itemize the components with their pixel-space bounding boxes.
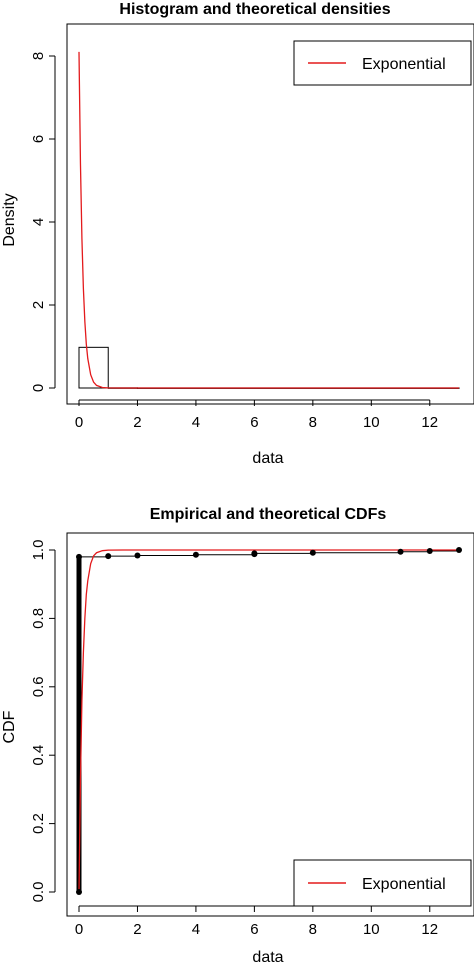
y-tick-label: 6 [30,135,47,143]
x-axis-label: data [252,949,283,966]
y-tick-label: 4 [30,218,47,226]
y-tick-label: 0.4 [30,745,47,766]
x-tick-label: 0 [75,414,83,431]
ecdf-point [192,551,199,558]
ecdf-point [456,547,462,553]
ecdf-point [251,550,258,557]
y-tick-label: 0.0 [30,882,47,903]
ecdf-point [134,552,141,559]
x-axis: 0 2 4 6 8 10 12 [75,905,438,938]
y-axis: 0 2 4 6 8 [30,52,56,392]
y-tick-label: 0.6 [30,676,47,697]
y-tick-label: 2 [30,301,47,309]
y-axis-label: Density [1,193,18,246]
cdf-line [78,549,459,893]
density-chart: Histogram and theoretical densities 0 2 4 6… [1,1,474,467]
histogram-bar [78,346,109,389]
plot-frame [66,23,474,405]
x-axis: 0 2 4 6 8 10 12 [75,399,438,431]
legend-entry: Exponential [362,876,446,893]
y-tick-label: 1.0 [30,540,47,561]
x-tick-label: 8 [309,921,317,938]
y-axis: 0.0 0.2 0.4 0.6 0.8 1.0 [30,540,56,903]
histogram-bars [78,346,460,389]
x-tick-label: 10 [363,414,380,431]
cdf-chart: Empirical and theoretical CDFs 0 2 4 6 8 10 12… [1,506,474,966]
x-tick-label: 4 [192,414,200,431]
legend: Exponential [293,40,472,86]
empirical-points [76,547,462,895]
x-tick-label: 2 [133,414,141,431]
y-tick-label: 0.8 [30,608,47,629]
x-tick-label: 10 [363,921,380,938]
ecdf-point [426,548,433,555]
cdf-lines [76,549,460,893]
legend-entry: Exponential [362,56,446,73]
legend: Exponential [293,859,472,907]
y-axis-label: CDF [1,710,18,743]
y-tick-label: 0.2 [30,813,47,834]
ecdf-point [309,549,316,556]
x-tick-label: 8 [309,414,317,431]
x-tick-label: 4 [192,921,200,938]
density-line [78,51,459,389]
x-tick-label: 12 [421,414,438,431]
x-tick-label: 6 [250,921,258,938]
ecdf-point [76,553,82,560]
y-tick-label: 8 [30,52,47,60]
y-tick-label: 0 [30,384,47,392]
chart-title: Histogram and theoretical densities [119,1,390,18]
chart-title: Empirical and theoretical CDFs [150,506,387,523]
x-tick-label: 0 [75,921,83,938]
ecdf-point [76,889,82,895]
plot-frame [66,532,474,917]
x-axis-label: data [252,450,283,467]
density-lines [78,51,459,389]
x-tick-label: 6 [250,414,258,431]
ecdf-point [397,548,404,555]
x-tick-label: 2 [133,921,141,938]
x-tick-label: 12 [421,921,438,938]
ecdf-point [105,553,112,560]
